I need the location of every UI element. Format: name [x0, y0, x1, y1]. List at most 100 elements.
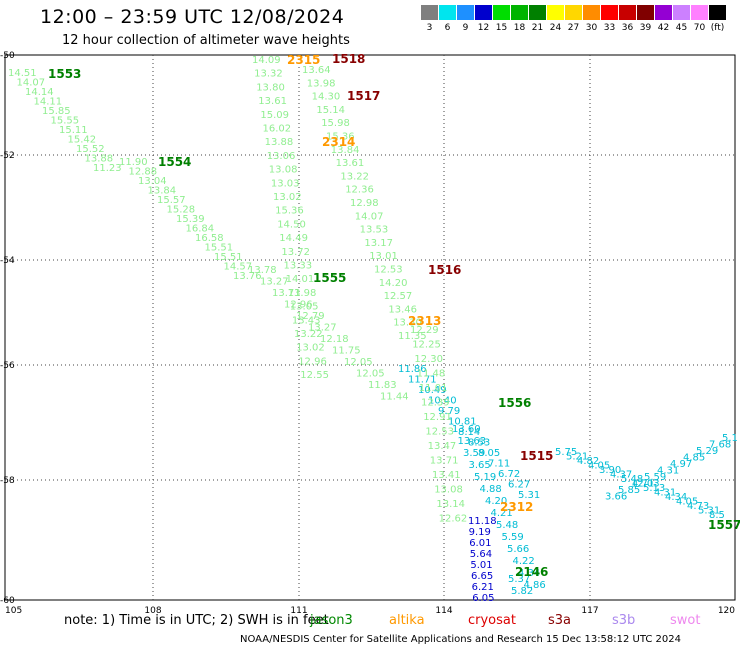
wave-height-value: 13.71 — [272, 288, 301, 299]
wave-height-value: 12.36 — [345, 185, 374, 196]
lon-label: 108 — [144, 606, 161, 616]
wave-height-value: 13.80 — [256, 82, 285, 93]
wave-height-value: 4.31 — [657, 466, 679, 477]
wave-height-value: 5.59 — [644, 472, 666, 483]
legend-label: 3 — [426, 23, 433, 33]
wave-height-value: 13.32 — [254, 69, 283, 80]
legend-swatch — [673, 5, 690, 20]
legend-label: 12 — [477, 23, 490, 33]
footer-credit: NOAA/NESDIS Center for Satellite Applica… — [240, 634, 682, 645]
satellite-legend-s3b: s3b — [612, 613, 636, 628]
track-label: 1554 — [158, 155, 191, 169]
legend-label: 45 — [675, 23, 688, 33]
legend-swatch — [493, 5, 510, 20]
lat-label: -60 — [0, 596, 15, 606]
wave-height-value: 12.96 — [284, 300, 313, 311]
legend-label: 30 — [585, 23, 598, 33]
wave-height-value: 12.05 — [356, 369, 385, 380]
legend-label: 18 — [513, 23, 526, 33]
wave-height-value: 5.37 — [508, 574, 530, 585]
wave-height-value: 13.06 — [267, 151, 296, 162]
wave-height-value: 11.18 — [468, 516, 497, 527]
wave-height-value: 14.30 — [312, 92, 341, 103]
legend-label: (ft) — [710, 23, 725, 33]
wave-height-value: 12.55 — [300, 370, 329, 381]
wave-height-value: 15.85 — [42, 106, 71, 117]
track-label: 1557 — [708, 518, 740, 532]
wave-height-value: 12.53 — [374, 265, 403, 276]
wave-height-value: 13.01 — [369, 251, 398, 262]
wave-height-value: 13.46 — [388, 304, 417, 315]
wave-height-value: 13.08 — [434, 485, 463, 496]
page-title: 12:00 – 23:59 UTC 12/08/2024 — [40, 6, 345, 28]
wave-height-value: 13.27 — [260, 277, 289, 288]
wave-height-value: 13.84 — [331, 145, 360, 156]
satellite-legend-cryosat: cryosat — [468, 613, 516, 628]
wave-height-value: 8.53 — [468, 438, 490, 449]
wave-height-value: 15.28 — [167, 205, 196, 216]
map-frame — [4, 54, 736, 601]
wave-height-value: 4.82 — [577, 456, 599, 467]
satellite-legend-s3a: s3a — [548, 613, 572, 628]
wave-height-value: 13.71 — [430, 456, 459, 467]
wave-height-value: 12.18 — [320, 334, 349, 345]
wave-height-value: 15.14 — [316, 105, 345, 116]
wave-height-value: 10.81 — [448, 417, 477, 428]
wave-height-value: 5.75 — [555, 447, 577, 458]
wave-height-value: 12.39 — [421, 398, 450, 409]
wave-height-value: 13.04 — [138, 176, 167, 187]
wave-height-value: 4.85 — [683, 453, 705, 464]
wave-height-value: 6.72 — [498, 469, 520, 480]
wave-height-value: 13.88 — [265, 137, 294, 148]
wave-height-value: 5.48 — [621, 474, 643, 485]
wave-height-value: 15.51 — [205, 243, 234, 254]
wave-height-value: 3.65 — [469, 460, 491, 471]
legend-swatch — [619, 5, 636, 20]
wave-height-value: 8.14 — [458, 427, 480, 438]
wave-height-value: 13.03 — [271, 178, 300, 189]
lon-label: 111 — [290, 606, 307, 616]
legend-swatch — [475, 5, 492, 20]
wave-height-value: 9.19 — [469, 527, 491, 538]
track-label: 2315 — [287, 53, 320, 67]
wave-height-value: 15.39 — [176, 214, 205, 225]
wave-height-value: 4.71 — [632, 479, 654, 490]
wave-height-value: 4.22 — [513, 556, 535, 567]
wave-height-value: 5.82 — [511, 586, 533, 597]
wave-height-value: 13.60 — [452, 424, 481, 435]
wave-height-value: 5.19 — [474, 472, 496, 483]
legend-label: 21 — [531, 23, 544, 33]
legend-swatch — [601, 5, 618, 20]
wave-height-value: 14.51 — [8, 68, 37, 79]
wave-height-value: 14.57 — [224, 262, 253, 273]
track-label: 2313 — [408, 314, 441, 328]
wave-height-value: 5.29 — [696, 446, 718, 457]
wave-height-value: 13.47 — [428, 441, 457, 452]
wave-height-value: 13.41 — [432, 470, 461, 481]
wave-height-value: 13.72 — [281, 247, 310, 258]
wave-height-value: 15.42 — [68, 135, 97, 146]
wave-height-value: 5.64 — [470, 549, 492, 560]
wave-height-value: 14.49 — [279, 233, 308, 244]
wave-height-value: 12.91 — [423, 412, 452, 423]
satellite-legend-altika: altika — [389, 613, 425, 628]
track-label: 2312 — [500, 500, 533, 514]
legend-label: 36 — [621, 23, 634, 33]
wave-height-value: 12.62 — [439, 514, 468, 525]
wave-height-value: 14.14 — [25, 87, 54, 98]
wave-height-value: 15.11 — [59, 125, 88, 136]
legend-label: 70 — [693, 23, 706, 33]
wave-height-value: 12.05 — [344, 357, 373, 368]
wave-height-value: 15.98 — [321, 118, 350, 129]
wave-height-value: 5.59 — [502, 532, 524, 543]
legend-swatch — [565, 5, 582, 20]
wave-height-value: 12.53 — [425, 427, 454, 438]
legend-swatch — [439, 5, 456, 20]
legend-label: 6 — [444, 23, 451, 33]
wave-height-value: 13.98 — [307, 78, 336, 89]
wave-height-value: 4.97 — [670, 459, 692, 470]
wave-height-value: 13.63 — [458, 436, 487, 447]
wave-height-value: 16.84 — [186, 224, 215, 235]
lon-label: 117 — [581, 606, 598, 616]
wave-height-value: 4.05 — [676, 497, 698, 508]
